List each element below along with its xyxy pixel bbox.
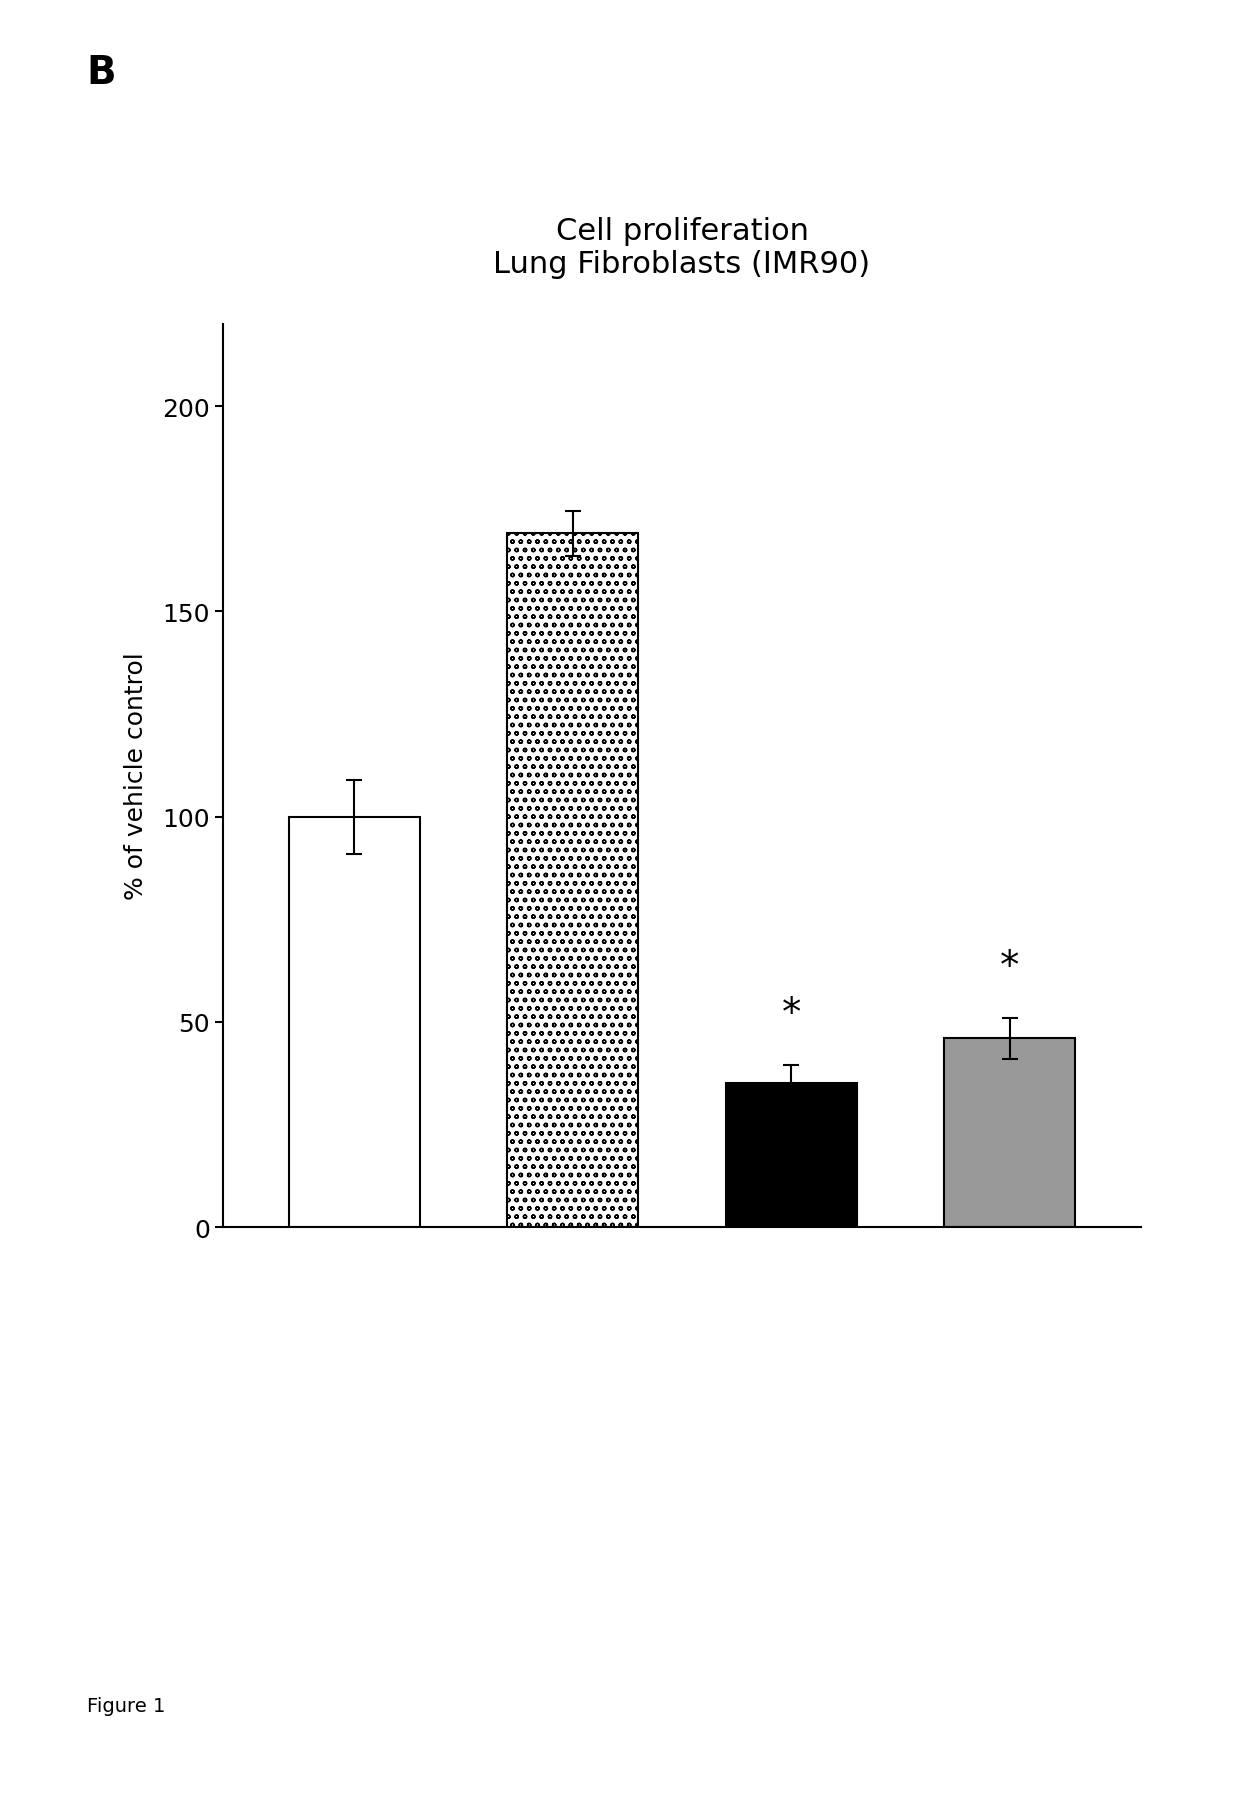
Bar <box>289 818 420 1227</box>
Text: Figure 1: Figure 1 <box>87 1695 165 1715</box>
Bar <box>507 534 639 1227</box>
Bar <box>944 1038 1075 1227</box>
Bar <box>725 1083 857 1227</box>
Text: *: * <box>999 948 1019 986</box>
Text: Cell proliferation
Lung Fibroblasts (IMR90): Cell proliferation Lung Fibroblasts (IMR… <box>494 217 870 280</box>
Y-axis label: % of vehicle control: % of vehicle control <box>124 652 149 901</box>
Text: *: * <box>781 995 801 1032</box>
Text: B: B <box>87 54 117 92</box>
